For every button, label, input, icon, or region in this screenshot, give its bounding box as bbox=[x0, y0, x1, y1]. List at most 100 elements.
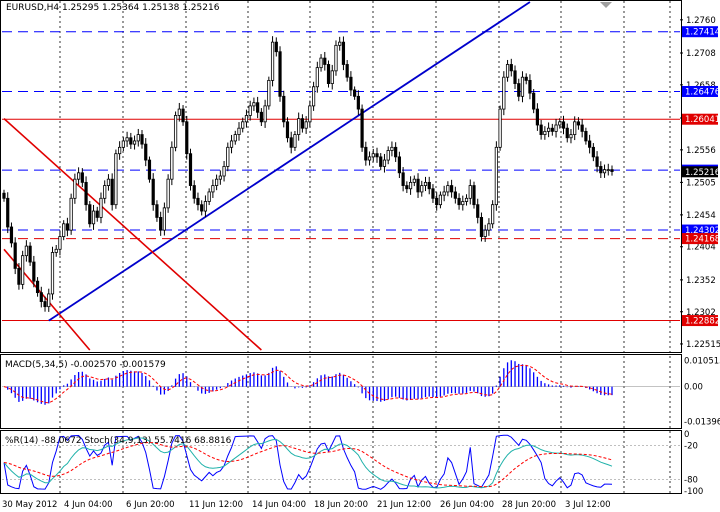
level-price-label: 1.27414 bbox=[685, 28, 720, 38]
price-tick-label: 1.2404 bbox=[686, 243, 716, 253]
candle-body bbox=[311, 86, 316, 107]
level-price-box bbox=[682, 113, 718, 125]
candle-body bbox=[6, 197, 10, 228]
candle-body bbox=[252, 102, 256, 107]
candle-body bbox=[446, 185, 450, 193]
stoch-main-line bbox=[3, 437, 613, 489]
candle-body bbox=[367, 156, 372, 161]
candle-body bbox=[315, 67, 319, 88]
candle-body bbox=[382, 159, 387, 167]
candles bbox=[2, 36, 614, 312]
candle-body bbox=[192, 185, 196, 199]
candle-body bbox=[285, 121, 290, 139]
candle-body bbox=[241, 121, 245, 129]
candle-body bbox=[483, 229, 487, 237]
candle-body bbox=[502, 76, 506, 110]
candle-body bbox=[364, 146, 368, 161]
candle-body bbox=[349, 76, 353, 91]
candle-body bbox=[487, 223, 491, 231]
candle-body bbox=[591, 146, 595, 158]
level-price-label: 1.22882 bbox=[685, 317, 720, 327]
candle-body bbox=[300, 118, 305, 129]
candle-body bbox=[498, 108, 502, 148]
candle-body bbox=[550, 127, 554, 132]
macd-tick-label: 0.00 bbox=[684, 383, 703, 393]
candle-body bbox=[558, 121, 562, 126]
trendline bbox=[3, 248, 91, 351]
shift-marker-icon[interactable] bbox=[600, 2, 612, 8]
candle-body bbox=[573, 121, 577, 135]
osc-panel-frame bbox=[0, 430, 682, 494]
candle-body bbox=[21, 255, 25, 285]
candle-body bbox=[77, 172, 81, 180]
candle-body bbox=[554, 124, 558, 132]
price-axis: 1.27601.27081.26581.26061.25561.25051.24… bbox=[680, 16, 720, 350]
candle-body bbox=[461, 201, 465, 206]
candle-body bbox=[599, 166, 603, 174]
candle-body bbox=[379, 156, 383, 167]
candle-body bbox=[412, 178, 416, 183]
candle-body bbox=[408, 181, 413, 190]
candle-body bbox=[602, 169, 607, 174]
candle-body bbox=[543, 130, 547, 135]
candle-body bbox=[13, 242, 17, 269]
candle-body bbox=[345, 64, 349, 78]
candle-body bbox=[606, 169, 610, 172]
candle-body bbox=[114, 153, 118, 206]
candle-body bbox=[91, 210, 96, 225]
price-tick-label: 1.2352 bbox=[686, 276, 716, 286]
candle-body bbox=[595, 156, 599, 167]
level-price-label: 1.24302 bbox=[685, 226, 720, 236]
candle-body bbox=[520, 76, 525, 97]
candle-body bbox=[58, 236, 62, 250]
candle-body bbox=[375, 153, 379, 158]
candle-body bbox=[274, 41, 278, 53]
price-tick-label: 1.22515 bbox=[686, 340, 720, 350]
candle-body bbox=[356, 95, 360, 110]
candle-body bbox=[319, 57, 323, 69]
candle-body bbox=[371, 153, 375, 158]
candle-body bbox=[80, 172, 84, 183]
candle-body bbox=[401, 172, 405, 186]
candle-body bbox=[442, 191, 446, 196]
candle-body bbox=[173, 115, 178, 148]
candle-body bbox=[565, 127, 569, 139]
stoch-signal-line bbox=[3, 441, 613, 488]
macd-panel: 0.010515 0.00 -0.01396 bbox=[2, 356, 720, 427]
candle-body bbox=[289, 137, 293, 148]
osc-tick-label: -80 bbox=[684, 476, 698, 486]
candle-body bbox=[576, 121, 581, 126]
macd-tick-label: -0.01396 bbox=[684, 417, 720, 427]
candle-body bbox=[95, 210, 99, 218]
price-tick-label: 1.2658 bbox=[686, 81, 716, 91]
candle-body bbox=[43, 301, 47, 308]
candle-body bbox=[386, 150, 390, 161]
candle-body bbox=[181, 108, 185, 123]
chart-title: EURUSD,H4 1.25295 1.25364 1.25138 1.2521… bbox=[6, 3, 220, 13]
candle-body bbox=[405, 185, 409, 190]
candle-body bbox=[256, 102, 260, 113]
main-panel-frame bbox=[0, 0, 682, 353]
candle-body bbox=[528, 79, 532, 94]
candle-body bbox=[248, 105, 252, 116]
candle-body bbox=[62, 223, 66, 237]
candle-body bbox=[215, 178, 219, 186]
vertical-grid bbox=[59, 1, 671, 493]
candle-body bbox=[517, 83, 521, 97]
candle-body bbox=[338, 41, 342, 46]
candle-body bbox=[308, 105, 312, 123]
candle-body bbox=[118, 146, 122, 155]
candle-body bbox=[535, 108, 539, 126]
candle-body bbox=[203, 201, 208, 212]
candle-body bbox=[524, 76, 528, 81]
trendline bbox=[48, 1, 531, 322]
candle-body bbox=[304, 121, 308, 129]
candle-body bbox=[129, 137, 133, 145]
candle-body bbox=[32, 261, 36, 282]
candle-body bbox=[103, 185, 107, 199]
candle-body bbox=[420, 185, 424, 193]
candle-body bbox=[267, 79, 271, 107]
candle-body bbox=[65, 223, 70, 231]
candle-body bbox=[457, 197, 461, 206]
